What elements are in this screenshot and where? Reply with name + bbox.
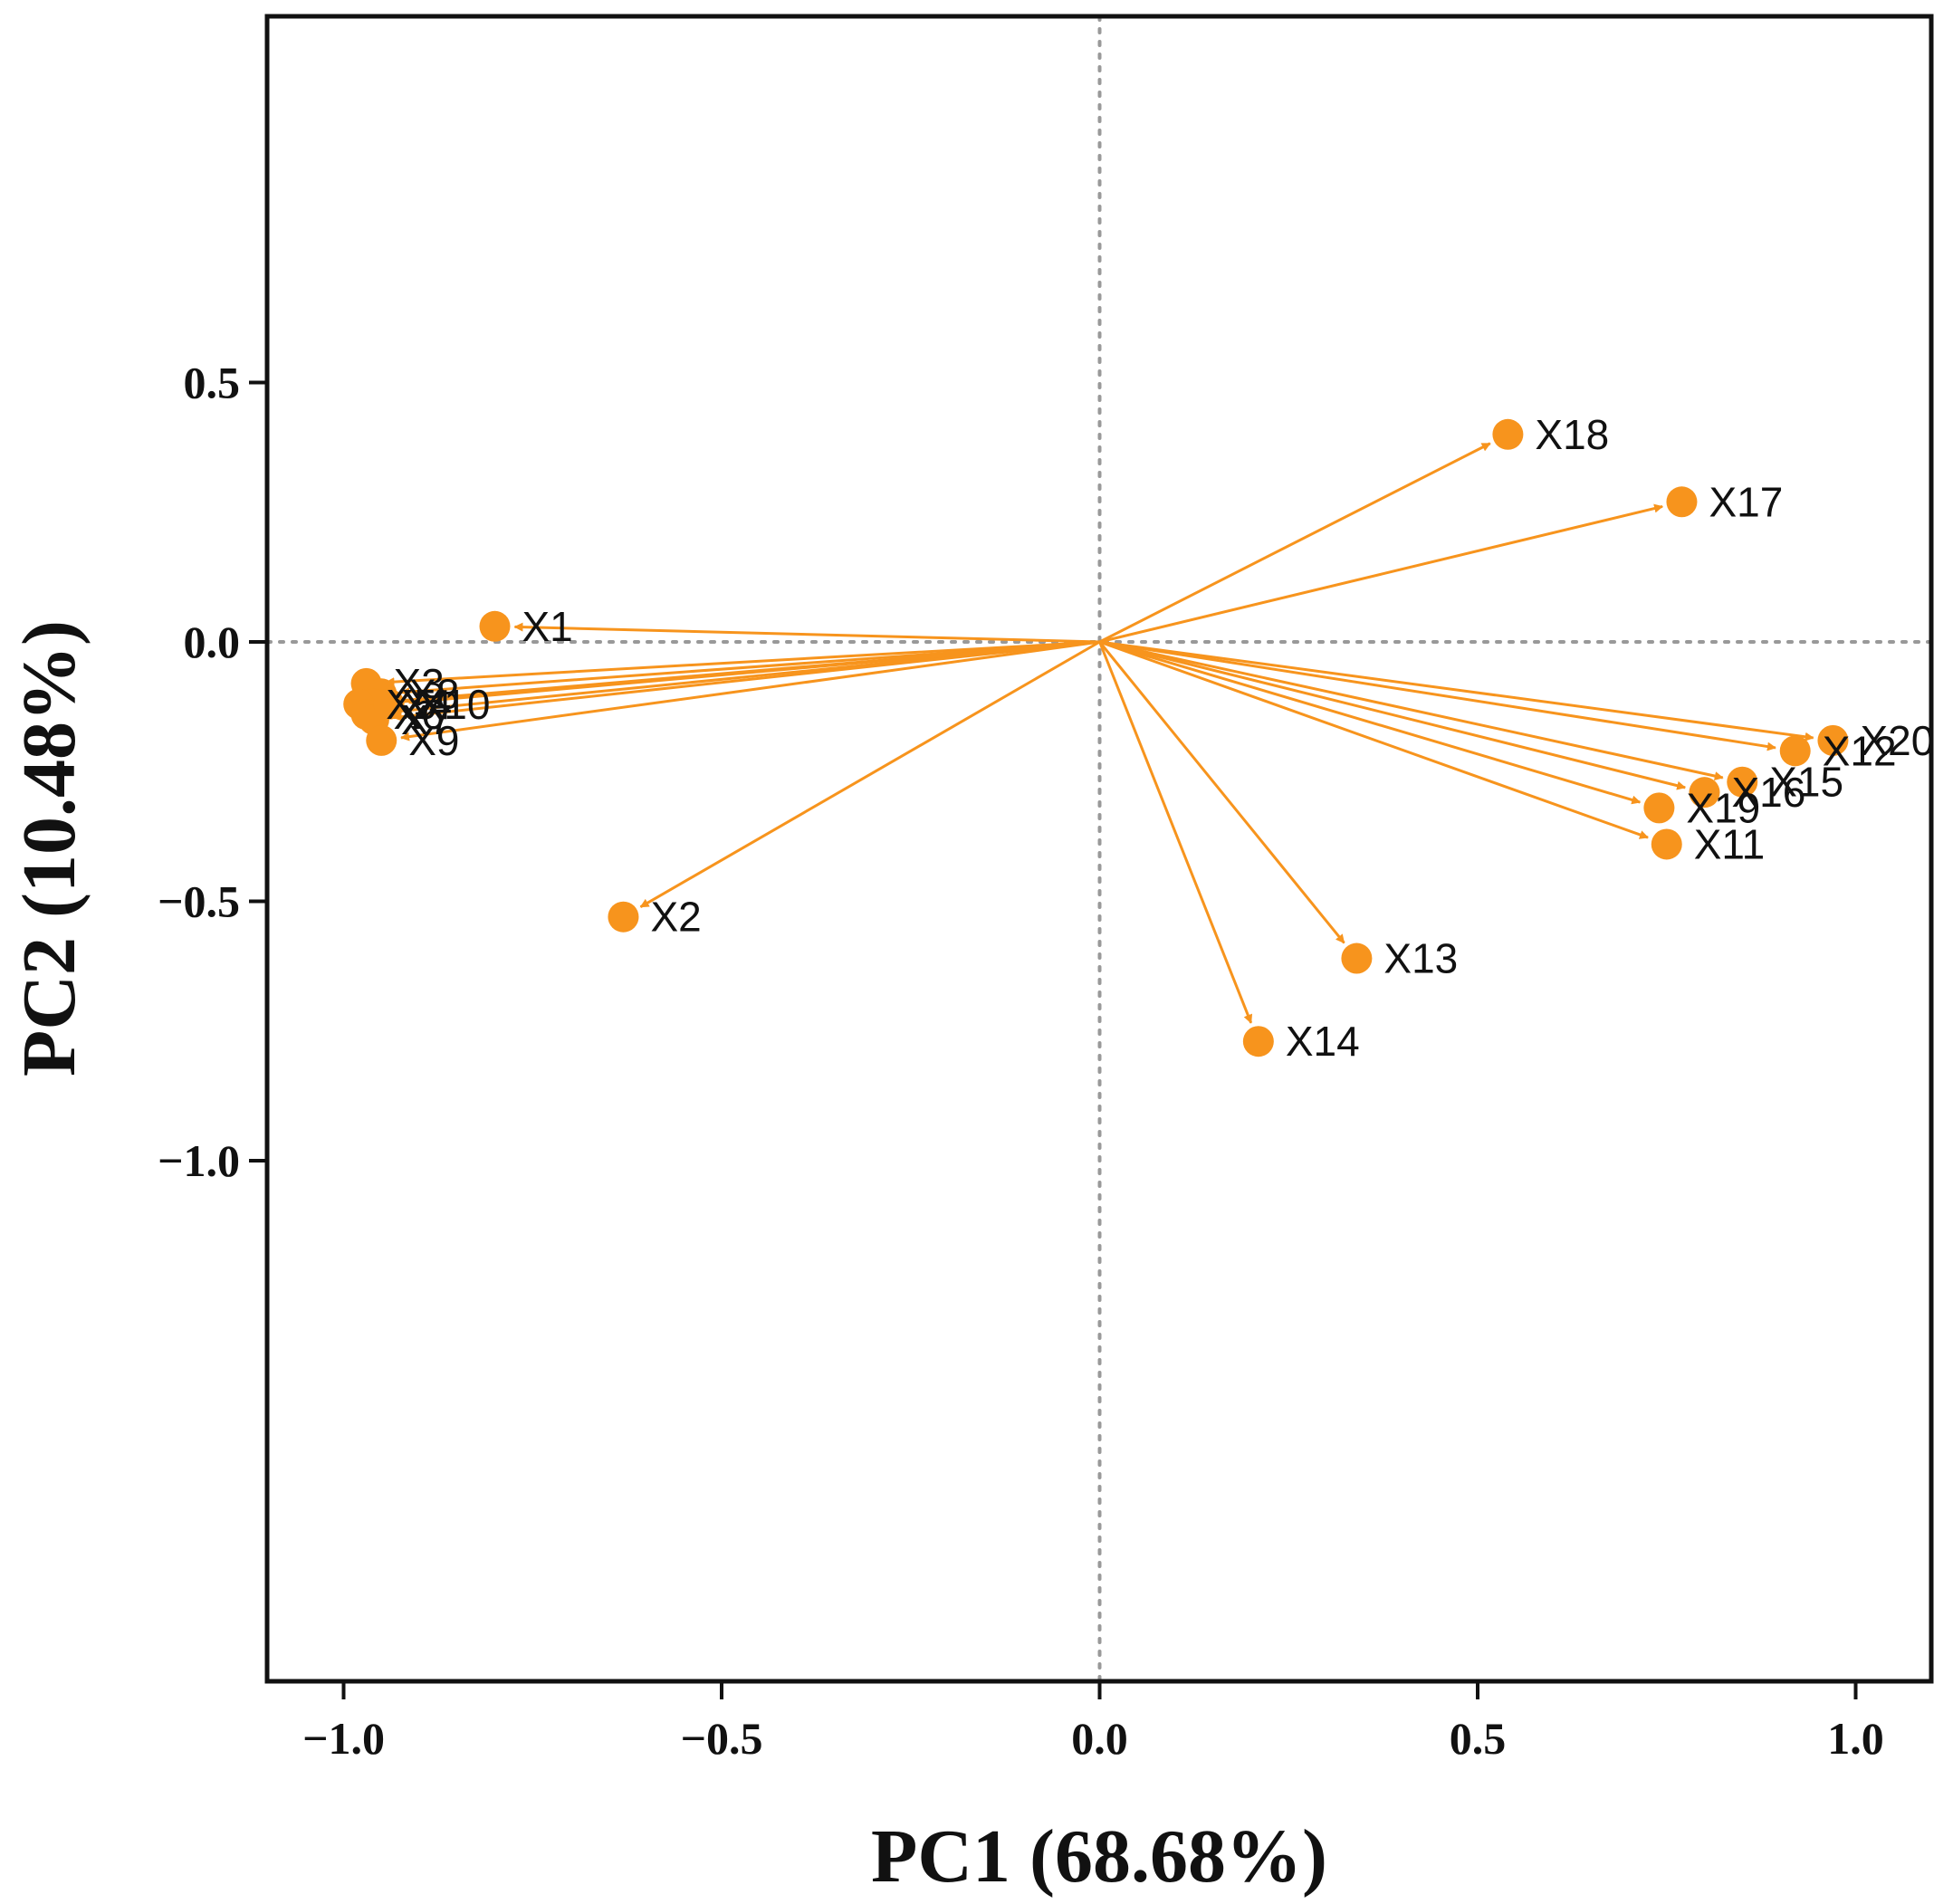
loading-arrow-x13 <box>1098 641 1345 944</box>
point-label-x15: X15 <box>1769 759 1843 806</box>
loading-point-x9 <box>366 724 397 756</box>
x-tick-label: 1.0 <box>1827 1713 1884 1764</box>
loading-arrow-x17 <box>1099 503 1664 644</box>
point-label-x13: X13 <box>1383 935 1458 982</box>
x-tick-label: 0.0 <box>1071 1713 1128 1764</box>
point-label-x14: X14 <box>1286 1018 1360 1065</box>
x-axis-title: PC1 (68.68%) <box>871 1814 1327 1899</box>
point-label-x18: X18 <box>1535 411 1609 458</box>
point-label-x17: X17 <box>1709 478 1783 525</box>
point-label-x3: X3 <box>394 660 445 707</box>
plot-background <box>267 16 1931 1681</box>
loading-point-x10 <box>373 688 405 720</box>
loading-arrows <box>378 442 1814 1024</box>
point-label-x2: X2 <box>650 894 701 941</box>
point-label-x12: X12 <box>1823 727 1897 774</box>
loading-point-x16 <box>1689 777 1720 808</box>
loading-point-x18 <box>1492 418 1524 450</box>
loading-point-x13 <box>1341 942 1373 974</box>
point-label-x1: X1 <box>522 603 573 650</box>
loading-arrow-x19 <box>1099 640 1642 805</box>
y-tick-label: 0.0 <box>184 617 241 667</box>
point-label-x6: X6 <box>394 691 445 738</box>
loading-arrow-x10 <box>407 640 1100 707</box>
x-axis-ticks: −1.0 −0.5 0.0 0.5 1.0 <box>302 1681 1884 1764</box>
loading-point-x17 <box>1666 486 1698 518</box>
point-label-x20: X20 <box>1860 717 1934 764</box>
point-label-x5: X5 <box>386 681 436 728</box>
y-tick-label: −1.0 <box>158 1135 240 1186</box>
loading-arrow-x15 <box>1099 640 1724 780</box>
point-label-x16: X16 <box>1732 769 1806 816</box>
x-tick-label: −1.0 <box>302 1713 385 1764</box>
loading-arrow-x12 <box>1099 640 1776 751</box>
point-label-x4: X4 <box>401 681 452 728</box>
loading-points <box>343 418 1849 1057</box>
loading-arrow-x9 <box>400 640 1100 742</box>
x-tick-label: −0.5 <box>681 1713 763 1764</box>
loading-point-x2 <box>608 901 639 933</box>
y-tick-label: −0.5 <box>158 876 240 927</box>
x-tick-label: 0.5 <box>1450 1713 1507 1764</box>
point-labels: X1X2X3X8X4X5X6X7X10X9X11X12X13X14X15X16X… <box>386 411 1934 1065</box>
point-label-x8: X8 <box>408 670 459 717</box>
loading-arrow-x8 <box>400 640 1100 697</box>
loading-point-x20 <box>1817 724 1849 756</box>
point-label-x7: X7 <box>401 696 452 743</box>
loading-arrow-x11 <box>1098 640 1649 839</box>
loading-arrow-x7 <box>392 640 1100 722</box>
loading-arrow-x14 <box>1098 641 1253 1024</box>
y-tick-label: 0.5 <box>184 358 241 408</box>
loading-point-x19 <box>1643 792 1675 824</box>
point-label-x9: X9 <box>408 717 459 764</box>
loading-point-x14 <box>1242 1026 1274 1057</box>
loading-arrow-x18 <box>1098 442 1491 644</box>
loading-point-x15 <box>1727 766 1758 798</box>
point-label-x19: X19 <box>1686 784 1760 831</box>
loading-point-x12 <box>1779 735 1811 767</box>
reference-lines <box>265 14 1933 1683</box>
loading-arrow-x1 <box>513 622 1100 644</box>
y-axis-title: PC2 (10.48%) <box>7 620 91 1076</box>
point-label-x10: X10 <box>416 681 491 728</box>
loading-arrow-x16 <box>1099 640 1687 790</box>
point-label-x11: X11 <box>1694 820 1765 867</box>
loading-point-x11 <box>1651 828 1682 860</box>
y-axis-ticks: −1.0 −0.5 0.0 0.5 <box>158 358 267 1186</box>
loading-arrow-x2 <box>639 640 1101 908</box>
loading-point-x1 <box>479 610 511 642</box>
loading-arrow-x20 <box>1099 640 1814 742</box>
loading-arrow-x3 <box>385 640 1100 687</box>
